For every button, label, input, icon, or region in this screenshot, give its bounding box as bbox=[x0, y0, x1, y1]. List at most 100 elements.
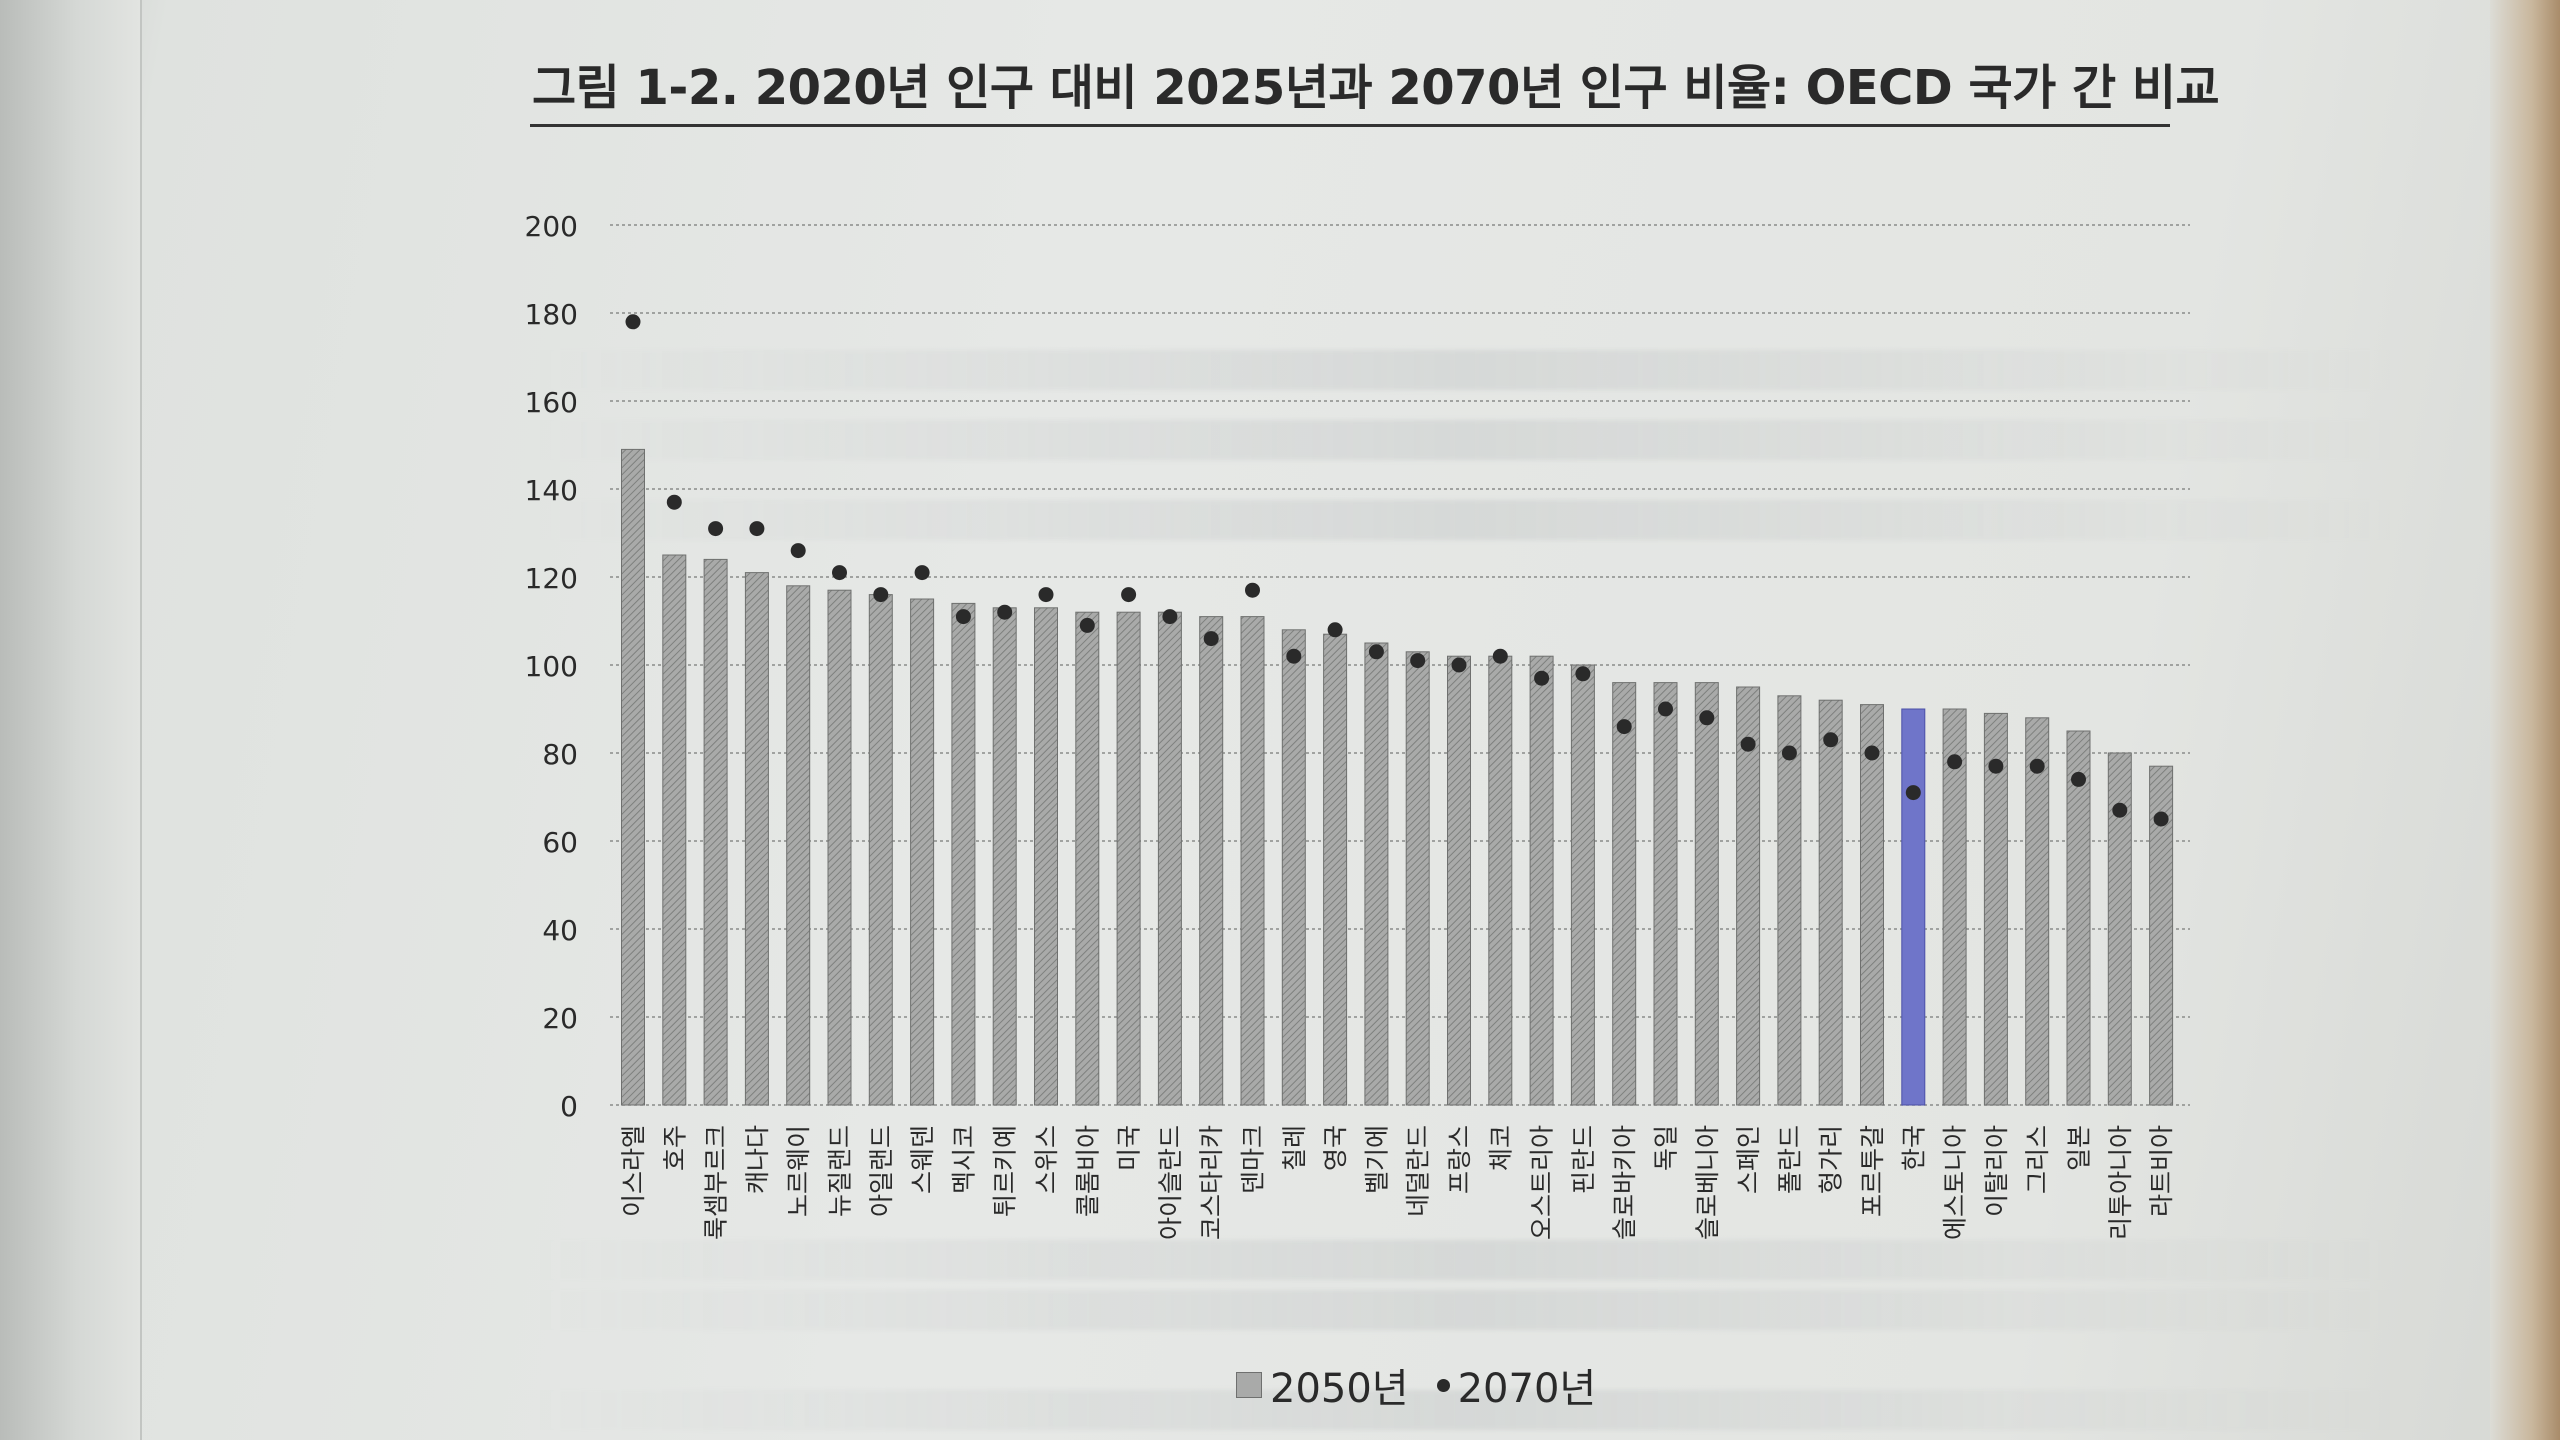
bar-2050 bbox=[1529, 655, 1554, 1106]
bar-2050 bbox=[1157, 611, 1182, 1106]
legend-label-2050: 2050년 bbox=[1270, 1366, 1409, 1412]
x-tick-label: 콜롬비아 bbox=[1073, 1125, 1102, 1217]
bar-2050 bbox=[2149, 765, 2174, 1106]
x-tick-label: 캐나다 bbox=[743, 1125, 772, 1194]
bar-2050 bbox=[1116, 611, 1141, 1106]
dot-2070 bbox=[1368, 644, 1384, 660]
dot-2070 bbox=[1327, 622, 1343, 638]
dot-2070 bbox=[2112, 802, 2128, 818]
x-tick-label: 폴란드 bbox=[1775, 1125, 1804, 1194]
x-tick-label: 칠레 bbox=[1280, 1125, 1309, 1171]
dot-2070 bbox=[1492, 648, 1508, 664]
bar-2050 bbox=[1570, 664, 1595, 1106]
title-underline bbox=[530, 124, 2170, 127]
bar-2050 bbox=[1199, 616, 1224, 1106]
x-tick-label: 이스라엘 bbox=[619, 1125, 648, 1217]
dot-2070 bbox=[2071, 771, 2086, 787]
bar-2050 bbox=[1983, 712, 2008, 1106]
dot-2070 bbox=[1451, 657, 1467, 673]
bar-2050 bbox=[1281, 629, 1306, 1106]
bar-2050 bbox=[1447, 655, 1471, 1106]
legend-item-2050: 2050년 bbox=[1236, 1356, 1409, 1414]
bar-2050 bbox=[1653, 682, 1678, 1106]
y-tick-label: 60 bbox=[542, 826, 578, 859]
dot-2070 bbox=[749, 521, 765, 537]
dot-2070 bbox=[1823, 732, 1839, 748]
x-tick-label: 코스타리카 bbox=[1197, 1125, 1226, 1240]
bleed-through-text bbox=[530, 500, 2400, 540]
legend-bar-swatch bbox=[1236, 1372, 1262, 1398]
bleed-through-text bbox=[530, 1290, 2400, 1330]
x-tick-label: 아일랜드 bbox=[867, 1125, 896, 1217]
bar-2050 bbox=[2025, 717, 2050, 1106]
dot-2070 bbox=[1864, 745, 1880, 761]
x-tick-label: 리투아니아 bbox=[2106, 1125, 2135, 1240]
bar-2050 bbox=[1240, 616, 1265, 1106]
dot-2070 bbox=[1534, 670, 1550, 686]
bar-2050 bbox=[1901, 708, 1926, 1106]
y-tick-label: 180 bbox=[525, 298, 578, 331]
dot-2070 bbox=[1286, 648, 1302, 664]
x-tick-label: 체코 bbox=[1486, 1125, 1515, 1171]
x-tick-label: 미국 bbox=[1115, 1125, 1144, 1171]
y-tick-label: 200 bbox=[525, 210, 578, 243]
bar-2050 bbox=[2107, 752, 2132, 1106]
bar-2050 bbox=[868, 594, 893, 1106]
x-tick-label: 아이슬란드 bbox=[1156, 1125, 1185, 1240]
x-tick-label: 노르웨이 bbox=[784, 1125, 813, 1217]
bar-2050 bbox=[2066, 730, 2091, 1106]
x-tick-label: 한국 bbox=[1899, 1125, 1928, 1171]
bar-2050 bbox=[1612, 682, 1637, 1106]
x-tick-label: 그리스 bbox=[2023, 1125, 2052, 1194]
dot-2070 bbox=[873, 587, 889, 603]
dot-2070 bbox=[1079, 617, 1095, 633]
x-tick-label: 영국 bbox=[1321, 1125, 1350, 1171]
bar-2050 bbox=[703, 558, 728, 1106]
y-tick-label: 40 bbox=[542, 914, 578, 947]
book-spine bbox=[0, 0, 142, 1440]
dot-2070 bbox=[1245, 582, 1260, 598]
bar-2050 bbox=[1488, 655, 1513, 1106]
bar-2050 bbox=[1075, 611, 1100, 1106]
x-tick-label: 벨기에 bbox=[1362, 1125, 1391, 1194]
dot-2070 bbox=[666, 494, 682, 510]
dot-2070 bbox=[625, 314, 641, 330]
dot-2070 bbox=[1121, 587, 1137, 603]
dot-2070 bbox=[1699, 710, 1715, 726]
dot-2070 bbox=[2029, 758, 2045, 774]
bar-2050 bbox=[786, 585, 811, 1106]
bar-2050 bbox=[1736, 686, 1761, 1106]
x-tick-label: 스위스 bbox=[1032, 1125, 1061, 1194]
dot-2070 bbox=[1781, 745, 1797, 761]
bleed-through-text bbox=[530, 1240, 2400, 1280]
x-tick-label: 네덜란드 bbox=[1404, 1125, 1433, 1217]
dot-2070 bbox=[1410, 653, 1426, 669]
chart-legend: 2050년 2070년 bbox=[1236, 1356, 1596, 1414]
bar-2050 bbox=[992, 607, 1017, 1106]
x-tick-label: 라트비아 bbox=[2147, 1125, 2176, 1217]
dot-2070 bbox=[832, 565, 847, 581]
x-tick-label: 슬로바키아 bbox=[1610, 1125, 1639, 1240]
bar-2050 bbox=[951, 602, 976, 1106]
x-tick-label: 포르투갈 bbox=[1858, 1125, 1887, 1217]
bar-2050 bbox=[1694, 682, 1719, 1106]
x-tick-label: 프랑스 bbox=[1445, 1125, 1474, 1194]
bar-2050 bbox=[1405, 651, 1430, 1106]
dot-2070 bbox=[1575, 666, 1591, 682]
y-tick-label: 0 bbox=[560, 1090, 578, 1123]
legend-dot-swatch bbox=[1436, 1378, 1450, 1392]
y-tick-label: 140 bbox=[525, 474, 578, 507]
bar-2050 bbox=[1818, 699, 1843, 1106]
x-tick-label: 룩셈부르크 bbox=[702, 1125, 731, 1240]
dot-2070 bbox=[1988, 758, 2004, 774]
x-tick-label: 슬로베니아 bbox=[1693, 1125, 1722, 1240]
dot-2070 bbox=[1905, 785, 1921, 801]
page-edge bbox=[2490, 0, 2560, 1440]
bar-2050 bbox=[662, 554, 687, 1106]
x-tick-label: 핀란드 bbox=[1569, 1125, 1598, 1194]
dot-2070 bbox=[1658, 701, 1673, 717]
bleed-through-text bbox=[530, 350, 2400, 390]
x-tick-label: 오스트리아 bbox=[1528, 1125, 1557, 1240]
dot-2070 bbox=[1203, 631, 1219, 647]
